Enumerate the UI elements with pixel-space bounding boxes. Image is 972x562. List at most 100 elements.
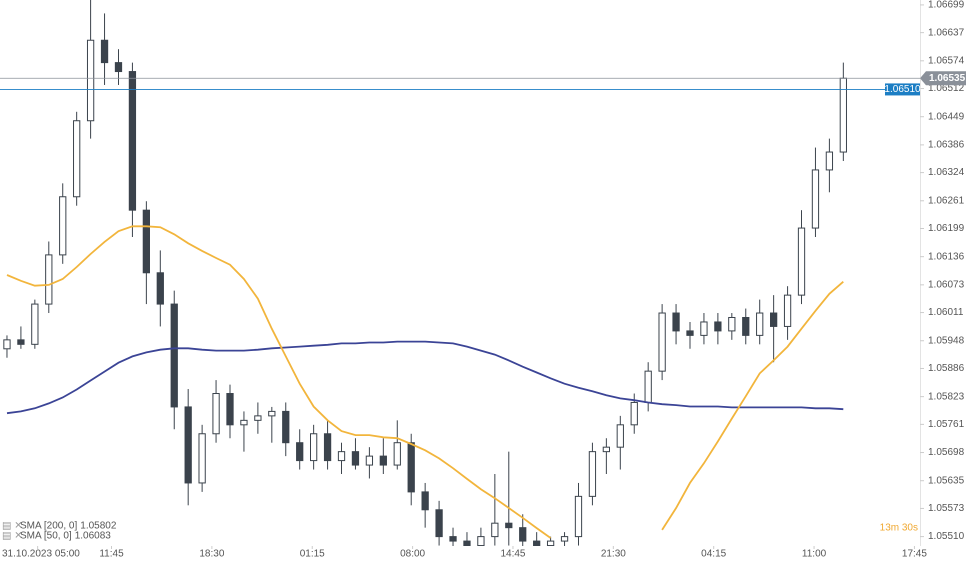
candle-body [268, 410, 276, 417]
legend-name: SMA [200, 0] [20, 521, 77, 532]
candle-body [630, 401, 638, 426]
candle-body [254, 415, 262, 421]
candle-body [449, 536, 457, 542]
y-tick-label: 1.05635 [928, 475, 965, 486]
y-tick-label: 1.05510 [928, 531, 965, 542]
candle-body [407, 442, 415, 493]
y-tick-label: 1.06011 [928, 307, 964, 318]
y-tick-label: 1.05698 [928, 447, 965, 458]
candle-body [756, 312, 764, 336]
candle-body [379, 455, 387, 466]
x-tick-label: 08:00 [400, 549, 425, 560]
candle-body [17, 339, 25, 345]
candle-body [797, 227, 806, 296]
x-tick-label: 04:15 [701, 549, 726, 560]
candle-body [505, 522, 513, 529]
candle-body [3, 339, 11, 350]
y-tick-label: 1.06199 [928, 223, 965, 234]
candle-body [393, 442, 401, 466]
last-price-label: 1.06535 [929, 73, 966, 84]
candle-body [616, 424, 624, 448]
sma-line [6, 340, 844, 415]
candle-body [770, 312, 778, 327]
candle-body [337, 451, 346, 462]
legend-value: 1.06083 [75, 531, 112, 542]
bid-label: 1.06510 [884, 84, 921, 95]
y-tick-label: 1.06073 [928, 279, 965, 290]
x-tick-label: 11:45 [99, 549, 124, 560]
legend-value: 1.05802 [80, 521, 117, 532]
y-tick-label: 1.06136 [928, 251, 965, 262]
x-tick-label: 14:45 [500, 549, 525, 560]
candle-body [100, 39, 109, 64]
candle-body [323, 433, 332, 462]
candle-body [296, 442, 304, 462]
sma-line [6, 225, 844, 539]
x-tick-label: 18:30 [199, 549, 224, 560]
x-tick-label: 11:00 [802, 549, 827, 560]
x-tick-label: 21:30 [601, 549, 626, 560]
candle-body [198, 433, 206, 484]
candle-body [825, 151, 834, 171]
last-price-tag [920, 71, 966, 86]
candle-body [142, 209, 151, 274]
candle-body [365, 455, 374, 466]
candle-body [533, 540, 541, 546]
candle-body [574, 495, 583, 538]
candle-body [212, 393, 220, 435]
candle-body [240, 419, 248, 426]
candle-body [714, 321, 722, 332]
y-tick-label: 1.05573 [928, 503, 965, 514]
x-tick-label: 31.10.2023 05:00 [2, 549, 80, 560]
candle-body [45, 254, 53, 305]
candle-body [560, 536, 569, 542]
candle-body [686, 330, 694, 336]
candle-body [156, 272, 164, 305]
y-tick-label: 1.05761 [928, 419, 965, 430]
legend-icon: ▤ ✕ [2, 531, 23, 542]
candle-body [282, 410, 290, 444]
candle-body [114, 62, 123, 73]
timer: 13m 30s [880, 523, 918, 534]
candle-body [73, 120, 81, 198]
bid-tag [885, 83, 920, 96]
y-tick-label: 1.06574 [928, 55, 965, 66]
x-tick-label: 17:45 [902, 549, 927, 560]
candle-body [463, 540, 471, 546]
candle-body [184, 406, 192, 484]
y-tick-label: 1.06324 [928, 167, 965, 178]
y-tick-label: 1.06699 [928, 0, 965, 11]
y-tick-label: 1.06386 [928, 140, 965, 151]
candle-body [351, 451, 360, 466]
candle-body [477, 536, 485, 546]
candle-body [672, 312, 680, 332]
candle-body [700, 321, 708, 336]
candle-body [588, 451, 597, 497]
x-tick-label: 01:15 [300, 549, 325, 560]
candle-body [783, 294, 792, 327]
y-tick-label: 1.05823 [928, 391, 965, 402]
candle-body [546, 540, 555, 546]
candle-body [170, 303, 178, 408]
y-tick-label: 1.06261 [928, 195, 965, 206]
y-tick-label: 1.06512 [928, 83, 965, 94]
candle-body [811, 169, 820, 229]
candle-body [644, 370, 652, 403]
candle-body [435, 509, 443, 538]
candle-body [310, 433, 318, 462]
candle-body [491, 522, 499, 538]
candle-body [728, 316, 736, 332]
plot-area [0, 0, 920, 546]
y-tick-label: 1.06637 [928, 27, 965, 38]
y-tick-label: 1.05948 [928, 335, 965, 346]
candle-body [226, 393, 234, 426]
candle-body [519, 527, 527, 542]
candle-body [602, 446, 611, 453]
legend-icon: ▤ ✕ [2, 521, 23, 532]
candle-body [421, 491, 429, 511]
candle-body [742, 316, 750, 336]
candle-body [31, 303, 39, 345]
legend-name: SMA [50, 0] [20, 531, 72, 542]
candle-body [59, 196, 67, 256]
